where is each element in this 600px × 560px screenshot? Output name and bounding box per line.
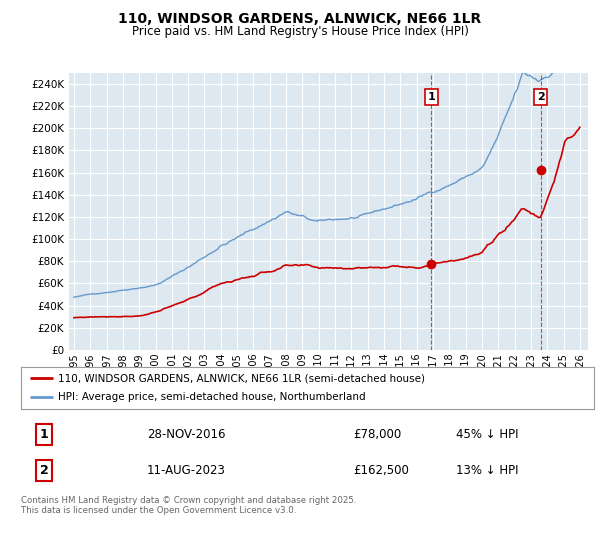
Text: Contains HM Land Registry data © Crown copyright and database right 2025.
This d: Contains HM Land Registry data © Crown c… (21, 496, 356, 515)
Text: £162,500: £162,500 (353, 464, 409, 477)
Text: 2: 2 (537, 92, 545, 102)
Text: 2: 2 (40, 464, 48, 477)
Text: 1: 1 (40, 428, 48, 441)
Text: 110, WINDSOR GARDENS, ALNWICK, NE66 1LR: 110, WINDSOR GARDENS, ALNWICK, NE66 1LR (118, 12, 482, 26)
Text: 1: 1 (428, 92, 436, 102)
Text: 28-NOV-2016: 28-NOV-2016 (147, 428, 226, 441)
Text: HPI: Average price, semi-detached house, Northumberland: HPI: Average price, semi-detached house,… (58, 393, 366, 403)
Text: 13% ↓ HPI: 13% ↓ HPI (457, 464, 519, 477)
Text: £78,000: £78,000 (353, 428, 401, 441)
Text: Price paid vs. HM Land Registry's House Price Index (HPI): Price paid vs. HM Land Registry's House … (131, 25, 469, 38)
Text: 11-AUG-2023: 11-AUG-2023 (147, 464, 226, 477)
Text: 45% ↓ HPI: 45% ↓ HPI (457, 428, 519, 441)
Text: 110, WINDSOR GARDENS, ALNWICK, NE66 1LR (semi-detached house): 110, WINDSOR GARDENS, ALNWICK, NE66 1LR … (58, 373, 425, 383)
